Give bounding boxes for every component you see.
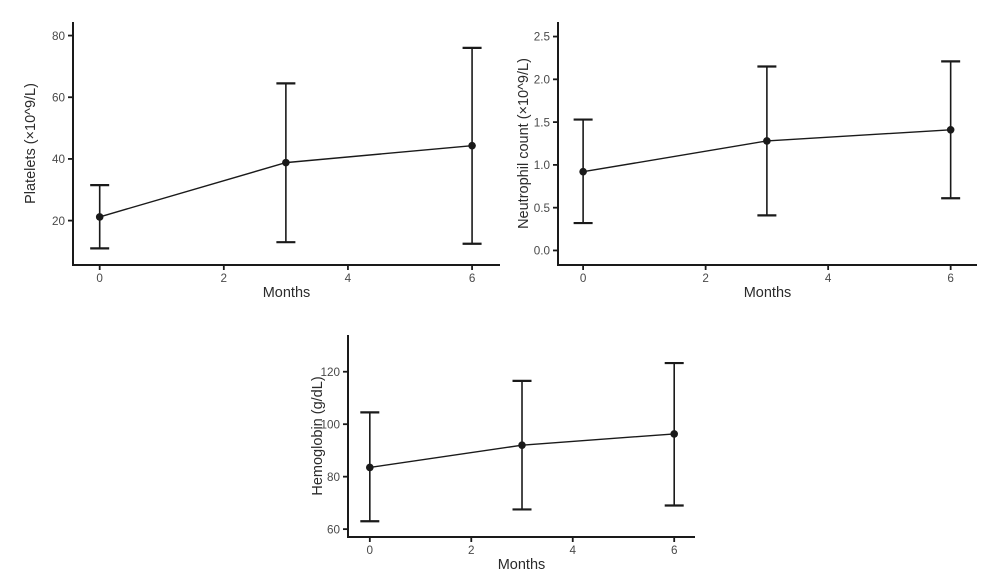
x-tick-label: 2 [468, 544, 475, 557]
y-axis-title: Platelets (×10^9/L) [23, 83, 39, 204]
hemoglobin-chart: 60 80 100 120 0 2 4 6 Months Hemoglobin (g/dL) [300, 320, 750, 582]
y-tick-label: 20 [52, 215, 66, 228]
x-tick-label: 6 [947, 272, 954, 285]
neutrophil-count-chart: 0.0 0.5 1.0 1.5 2.0 2.5 0 2 4 6 Months Neutrophil c… [505, 0, 1005, 300]
y-tick-label: 60 [327, 523, 341, 536]
platelets-chart: 20 40 60 80 0 2 4 6 Months Platelets (×10^9/L) [0, 0, 502, 300]
x-axis-title: Months [744, 285, 792, 300]
y-tick-label: 2.0 [534, 74, 551, 87]
y-tick-label: 60 [52, 91, 66, 104]
y-axis-title: Neutrophil count (×10^9/L) [516, 58, 532, 229]
neutrophils-plot-svg: 0.0 0.5 1.0 1.5 2.0 2.5 0 2 4 6 Months Neutrophil c… [516, 22, 977, 300]
x-tick-label: 2 [702, 272, 709, 285]
y-tick-label: 80 [52, 30, 66, 43]
x-tick-label: 4 [345, 272, 352, 285]
platelets-plot-svg: 20 40 60 80 0 2 4 6 Months Platelets (×10^9/L) [23, 22, 500, 300]
y-axis-title: Hemoglobin (g/dL) [310, 376, 326, 495]
data-point [518, 441, 526, 449]
x-axis-title: Months [498, 557, 546, 573]
x-tick-label: 0 [367, 544, 374, 557]
data-point [468, 141, 476, 150]
x-tick-label: 4 [569, 544, 576, 557]
y-tick-label: 1.0 [534, 159, 551, 172]
x-axis-title: Months [263, 285, 311, 300]
data-point [366, 463, 374, 472]
data-point [579, 167, 587, 176]
data-point [946, 126, 955, 134]
y-tick-label: 120 [320, 366, 340, 379]
y-tick-label: 0.5 [534, 202, 551, 215]
data-point [670, 430, 679, 438]
x-tick-label: 0 [96, 272, 103, 285]
data-point [763, 137, 771, 145]
x-tick-label: 4 [825, 272, 832, 285]
data-point [282, 158, 290, 167]
y-tick-label: 100 [320, 418, 340, 431]
y-tick-label: 40 [52, 153, 66, 166]
data-point [95, 213, 104, 221]
y-tick-label: 1.5 [534, 116, 551, 129]
x-tick-label: 6 [671, 544, 678, 557]
x-tick-label: 6 [469, 272, 476, 285]
y-tick-label: 0.0 [534, 245, 551, 258]
x-tick-label: 0 [580, 272, 587, 285]
y-tick-label: 80 [327, 471, 341, 484]
hemoglobin-plot-svg: 60 80 100 120 0 2 4 6 Months Hemoglobin (g/dL) [310, 335, 695, 573]
y-tick-label: 2.5 [534, 31, 551, 44]
x-tick-label: 2 [221, 272, 228, 285]
